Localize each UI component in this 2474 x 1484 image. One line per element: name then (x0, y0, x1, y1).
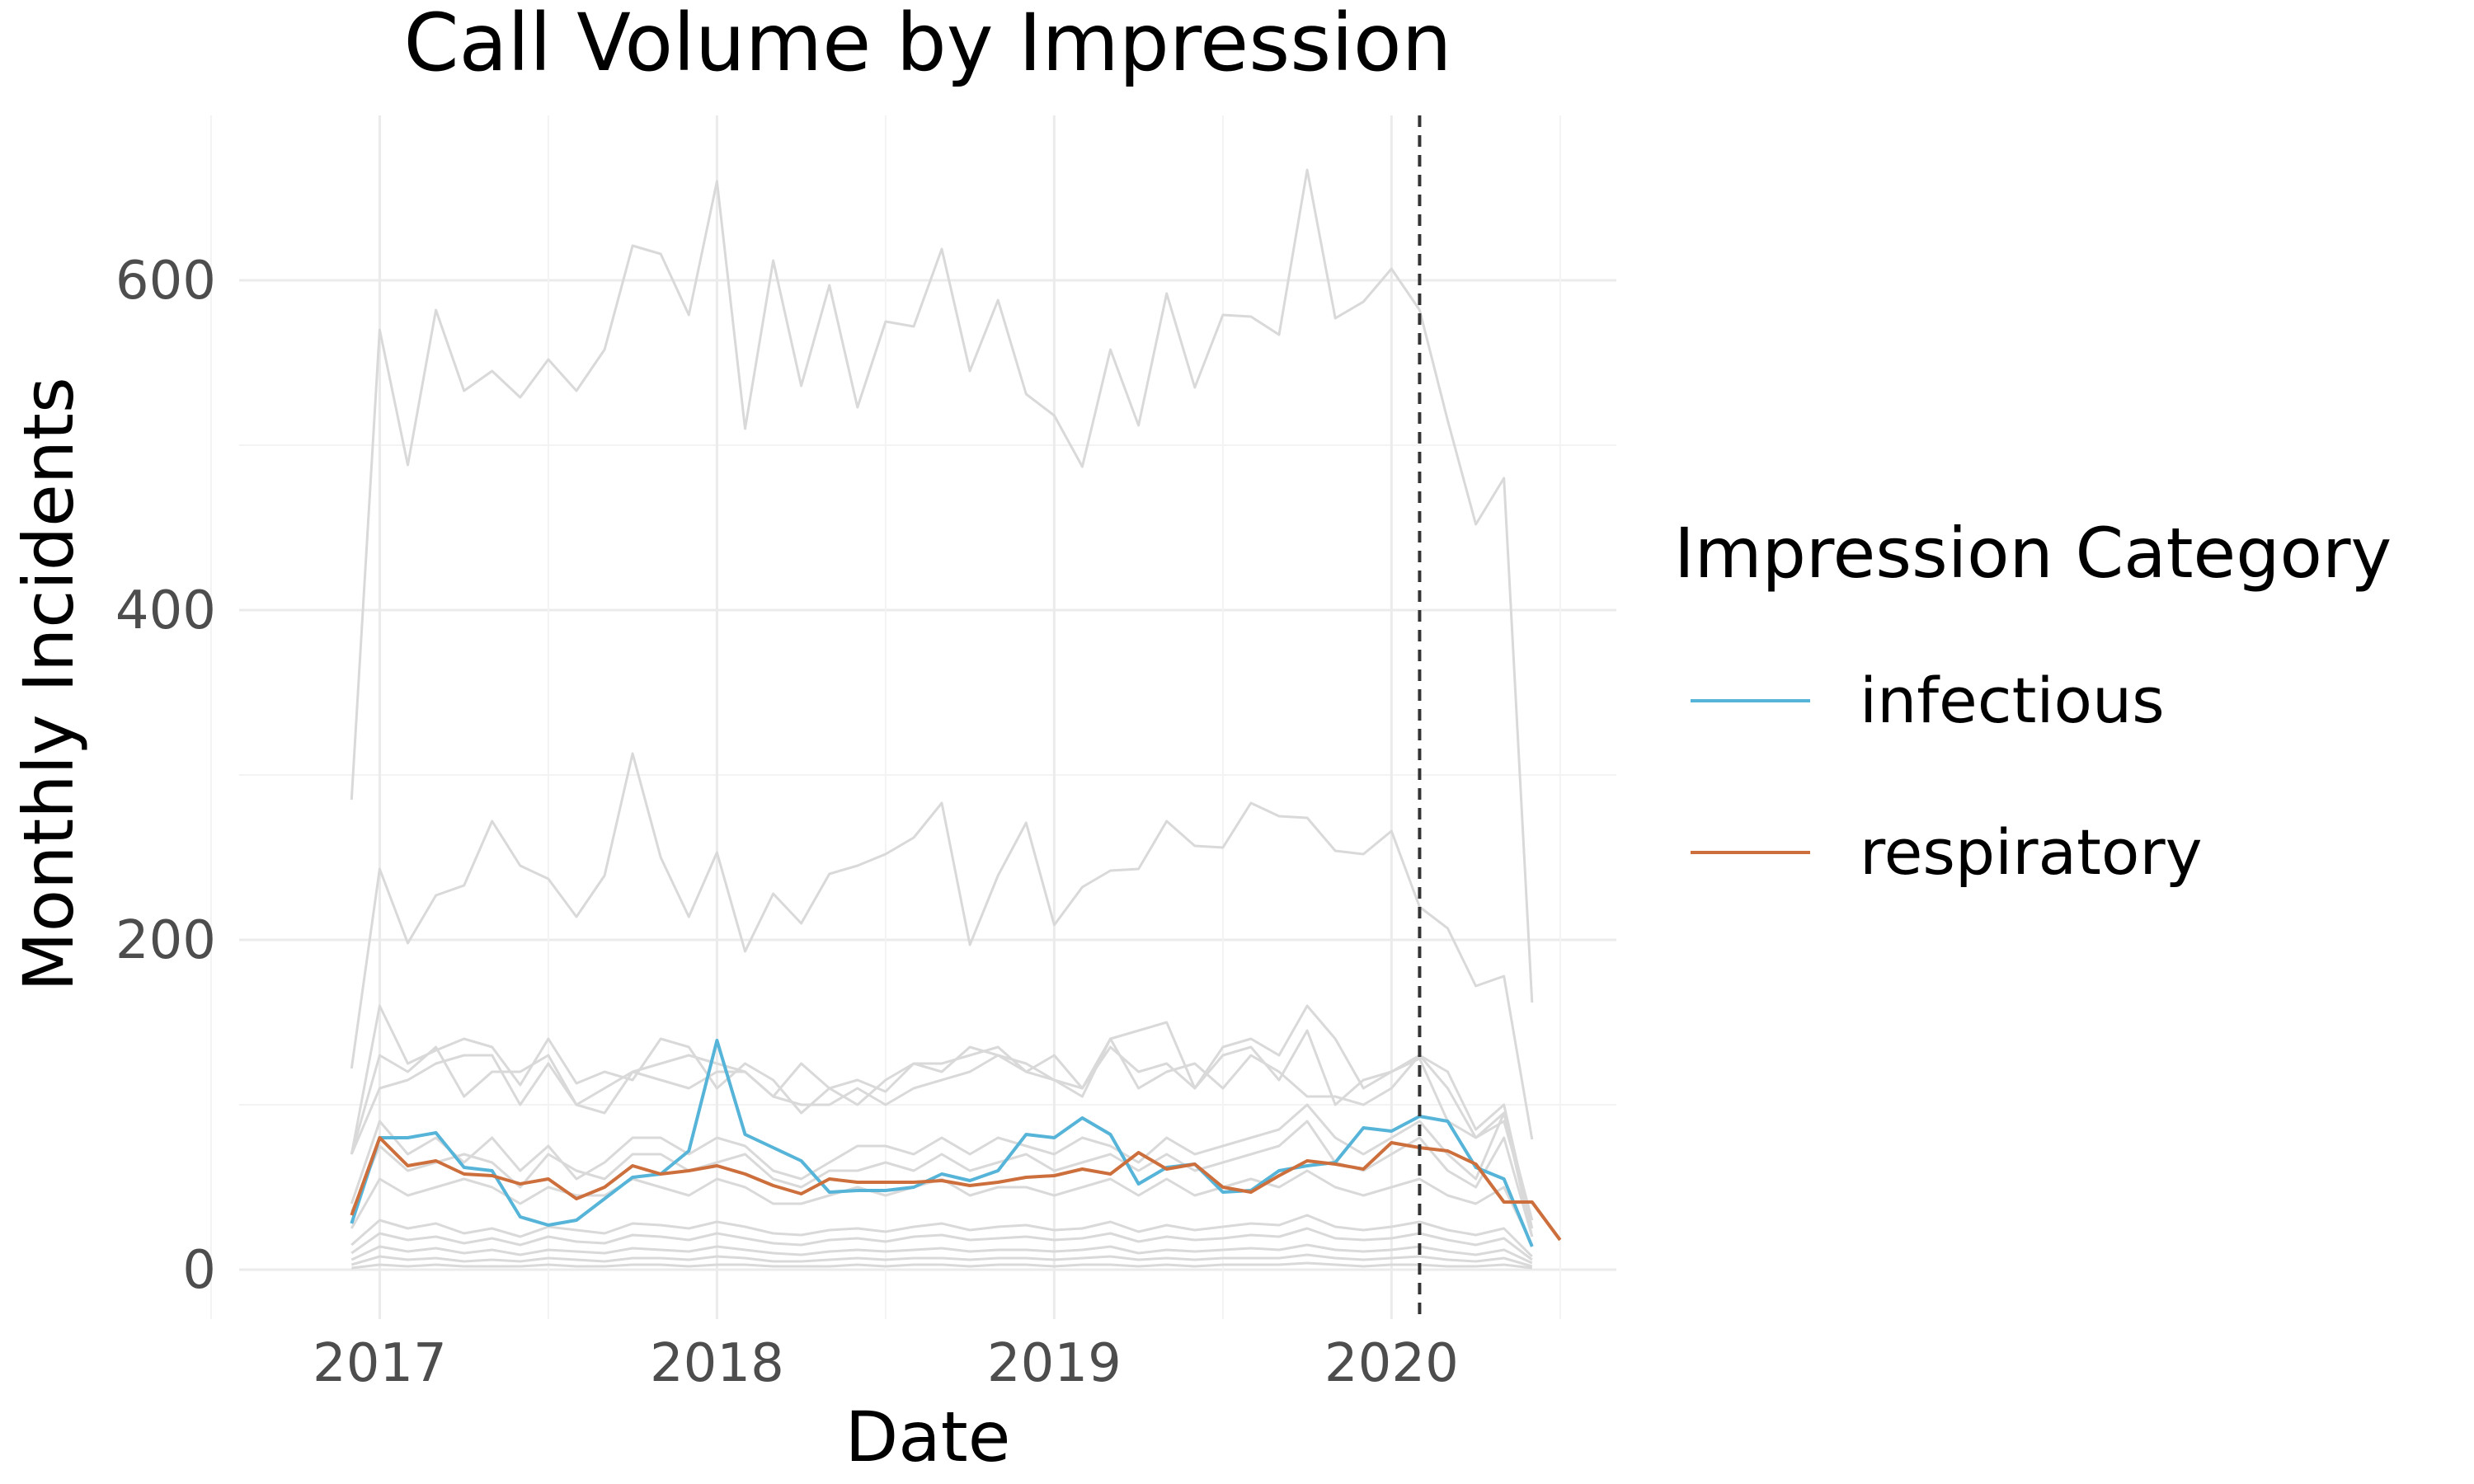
legend-label-respiratory: respiratory (1860, 815, 2203, 889)
legend: Impression Category infectious respirato… (1674, 513, 2392, 889)
legend-title: Impression Category (1674, 513, 2392, 594)
x-axis-title: Date (845, 1397, 1011, 1477)
background-series-lines (350, 168, 1534, 1270)
y-tick-label: 0 (182, 1240, 216, 1301)
y-tick-label: 600 (115, 251, 216, 312)
y-tick-label: 200 (115, 910, 216, 971)
y-tick-labels: 0 200 400 600 (115, 251, 216, 1301)
background-series-line (350, 1253, 1533, 1268)
y-axis-title: Monthly Incidents (8, 377, 89, 992)
x-tick-label: 2018 (650, 1333, 784, 1394)
highlighted-series-lines (350, 1039, 1562, 1247)
background-series-line (350, 1243, 1533, 1265)
series-line-respiratory (350, 1136, 1562, 1242)
background-series-line (350, 1029, 1534, 1229)
background-series-line (350, 1214, 1533, 1258)
background-series-line (350, 1169, 1534, 1246)
background-series-line (350, 1037, 1534, 1221)
x-tick-label: 2020 (1324, 1333, 1459, 1394)
chart-title: Call Volume by Impression (403, 0, 1451, 89)
background-series-line (350, 1004, 1534, 1221)
background-series-line (350, 752, 1534, 1140)
background-series-line (350, 1227, 1533, 1261)
background-series-line (351, 1261, 1532, 1270)
background-series-line (350, 168, 1534, 1003)
grid (209, 115, 1616, 1319)
x-tick-label: 2017 (313, 1333, 447, 1394)
legend-label-infectious: infectious (1860, 664, 2165, 737)
x-tick-labels: 2017 2018 2019 2020 (313, 1333, 1459, 1394)
y-tick-label: 400 (115, 580, 216, 641)
background-series-line (350, 1103, 1534, 1237)
x-tick-label: 2019 (987, 1333, 1122, 1394)
